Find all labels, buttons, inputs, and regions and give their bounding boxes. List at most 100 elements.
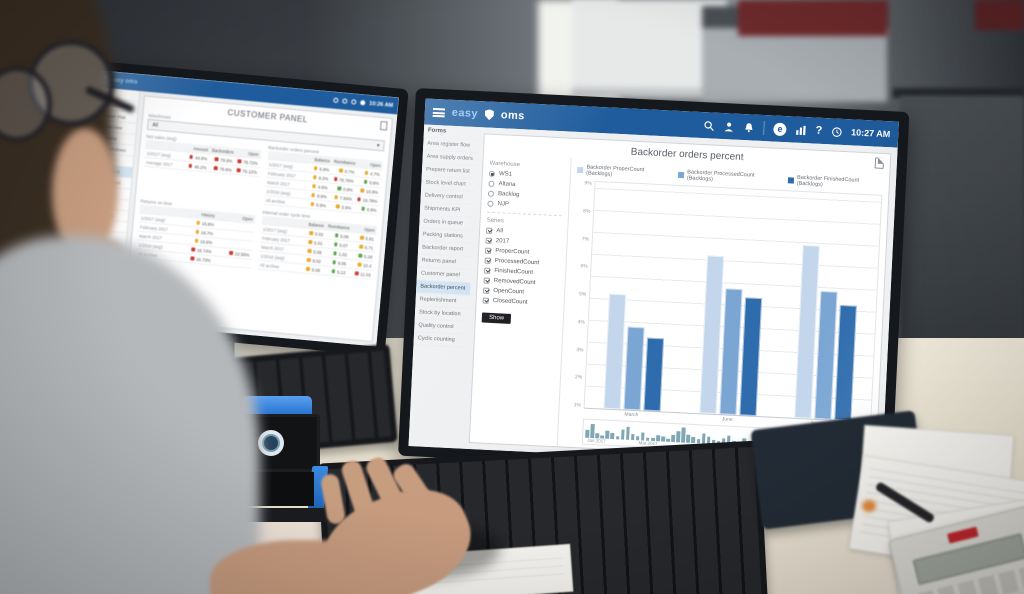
cell-value: 16.8% <box>201 220 215 227</box>
search-icon[interactable] <box>333 97 339 104</box>
series-checkbox[interactable]: FinishedCount <box>484 267 559 278</box>
checkbox-label: FinishedCount <box>494 268 534 276</box>
search-icon[interactable] <box>703 120 715 132</box>
warehouse-radio[interactable]: Backlog <box>487 190 563 201</box>
shelf-binders <box>738 0 888 36</box>
status-icon <box>313 166 318 171</box>
cell-value: 44.8% <box>194 154 208 161</box>
status-icon <box>337 186 342 191</box>
app-badge-icon <box>360 100 366 106</box>
cell-value: 7.84% <box>339 195 353 202</box>
warehouse-radio[interactable]: Altana <box>488 180 563 191</box>
legend-item[interactable]: Backorder ProcessedCount (Backlogs) <box>677 169 778 186</box>
status-icon <box>309 231 314 236</box>
series-checkbox[interactable]: ClosedCount <box>482 297 558 308</box>
brand-badge-icon: e <box>773 122 787 136</box>
shield-icon <box>485 109 495 120</box>
cell-value: 1.02 <box>338 251 348 257</box>
navigator-bar <box>640 431 645 441</box>
warehouse-radio[interactable]: NJP <box>487 200 562 211</box>
help-icon[interactable]: ? <box>815 124 823 137</box>
series-checkbox[interactable]: All <box>486 227 561 238</box>
export-icon[interactable] <box>874 157 885 169</box>
chart-bar[interactable] <box>834 304 857 421</box>
cell-value: 79.9% <box>220 157 233 164</box>
table-cell: 76.12% <box>233 166 259 176</box>
cell-value: 16.78% <box>362 197 378 204</box>
right-monitor-bezel: easy oms e ? 10:27 AM <box>398 88 910 480</box>
status-icon <box>306 258 311 262</box>
chart-bar[interactable] <box>623 326 645 411</box>
checkbox-icon <box>482 297 490 304</box>
cell-value: 5.02 <box>314 230 324 237</box>
status-icon <box>332 260 337 265</box>
cell-value: 78.72% <box>243 159 259 166</box>
checkbox-icon <box>485 237 492 244</box>
kpi-section: Net sales (avg) Amount Backorders Open 1/201… <box>141 134 262 204</box>
y-tick-label: 5% <box>578 291 587 298</box>
cell-value: 6.8% <box>319 166 330 172</box>
clock-time: 10:26 AM <box>369 100 394 109</box>
cell-value: 76.12% <box>242 168 258 175</box>
legend-item[interactable]: Backorder ProperCount (Backlogs) <box>577 164 668 180</box>
status-icon <box>196 220 201 225</box>
menu-icon[interactable] <box>432 107 446 117</box>
series-checkbox[interactable]: 2017 <box>485 237 561 248</box>
series-checkbox[interactable]: ProcessedCount <box>484 257 560 268</box>
series-checkbox[interactable]: RemovedCount <box>483 277 559 288</box>
series-checkbox[interactable]: ProperCount <box>485 247 560 258</box>
series-checkbox[interactable]: OpenCount <box>483 287 558 298</box>
column-header <box>140 207 179 214</box>
navigator-bar <box>605 430 610 439</box>
rm-sidebar-item[interactable]: Cyclic counting <box>413 332 469 348</box>
stamp-handle <box>242 396 312 416</box>
clock-icon <box>831 126 842 137</box>
status-icon <box>361 206 366 211</box>
legend-item[interactable]: Backorder FinishedCount (Backlogs) <box>787 174 883 191</box>
chart-area: Backorder ProperCount (Backlogs) Backorde… <box>558 158 890 462</box>
y-tick-label: 1% <box>573 402 582 409</box>
cell-value: 5.06 <box>313 248 322 255</box>
user-icon[interactable] <box>723 121 735 133</box>
cell-value: 10.4 <box>362 262 372 269</box>
user-icon[interactable] <box>342 98 348 104</box>
navigator-bar <box>701 433 706 444</box>
status-icon <box>339 168 343 173</box>
bell-icon[interactable] <box>351 99 357 105</box>
chart-bar[interactable] <box>603 293 627 410</box>
table-cell: 46.2% <box>183 161 209 171</box>
cell-value: 9.9% <box>316 193 328 199</box>
show-button[interactable]: Show <box>481 312 512 324</box>
cell-value: 10.8% <box>365 188 379 195</box>
warehouse-radio[interactable]: WS1 <box>488 170 564 181</box>
radio-label: Backlog <box>497 191 520 199</box>
chart-bar[interactable] <box>814 290 838 420</box>
legend-swatch <box>787 177 795 184</box>
cell-value: 9.06 <box>337 260 347 266</box>
cell-value: 76.76% <box>338 176 354 184</box>
cell-value: 4.9% <box>317 184 328 190</box>
navigator-bar <box>620 429 625 440</box>
status-icon <box>333 251 337 256</box>
cell-value: 0.9% <box>366 206 377 213</box>
cell-value: 5.08 <box>311 266 321 273</box>
bell-icon[interactable] <box>743 122 755 134</box>
printer-white <box>572 0 727 98</box>
status-icon <box>364 170 369 175</box>
table-cell: 11.03 <box>347 269 373 279</box>
chart-bar[interactable] <box>643 337 665 412</box>
chart-bar[interactable] <box>738 297 762 416</box>
navigator-bar <box>585 429 590 438</box>
status-icon <box>195 229 200 234</box>
cell-value: 0.8% <box>342 186 354 193</box>
table-cell: 76.8% <box>208 164 234 174</box>
radio-label: WS1 <box>498 171 513 178</box>
stats-icon[interactable] <box>795 124 807 136</box>
export-icon[interactable] <box>379 120 388 131</box>
status-icon <box>237 159 242 164</box>
radio-icon <box>487 200 494 207</box>
bar-group <box>585 182 691 412</box>
chart-bar[interactable] <box>719 288 743 416</box>
status-icon <box>194 238 199 243</box>
cell-value: 76.8% <box>219 166 232 173</box>
